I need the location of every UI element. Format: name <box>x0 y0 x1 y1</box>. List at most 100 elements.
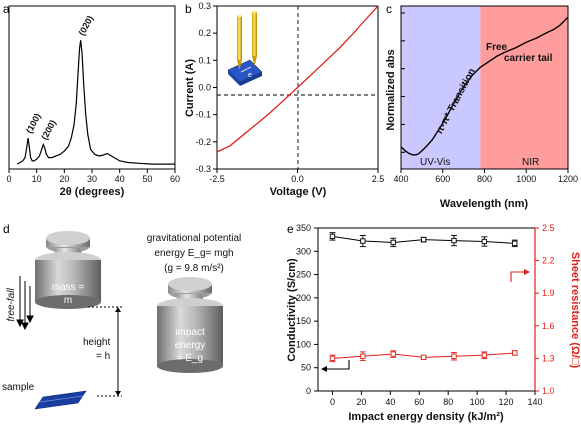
y-axis-label-right-e: Sheet resistance (Ω/□) <box>569 252 581 369</box>
y-ticks-left-e: 0 50 100 150 200 250 300 350 <box>296 223 318 396</box>
x-axis-label-c: Wavelength (nm) <box>440 198 529 210</box>
panel-d: d mass = m free-fall height = h sample g <box>2 222 242 410</box>
y-tick-label-right-e: 2.2 <box>542 256 555 266</box>
data-point <box>360 353 366 359</box>
height-label-line1: height <box>83 337 110 348</box>
x-tick-label-c: 1200 <box>558 174 578 184</box>
data-point <box>329 233 336 240</box>
x-tick-label-a: 10 <box>32 174 42 184</box>
panel-label-d: d <box>3 222 10 236</box>
panel-c: c 400 600 800 1000 1200 Wavelength (nm) Norm… <box>385 2 578 210</box>
impact-label-line3: ≈ E_g <box>177 353 203 364</box>
data-point <box>481 238 488 245</box>
panel-b: b -0.3 -0.2 -0.1 0.0 0.1 0.2 0.3 -2.5 0.0 2.5 Vo… <box>184 1 384 198</box>
x-tick-label-c: 1000 <box>516 174 536 184</box>
height-arrow-down <box>115 391 121 396</box>
fall-arrows <box>16 276 34 331</box>
uv-vis-label: UV-Vis <box>420 157 450 168</box>
svg-text:e: e <box>248 72 252 79</box>
y-tick-label-right-e: 1.3 <box>542 353 555 363</box>
x-ticks-e: 0 20 40 60 80 100 120 140 <box>330 391 543 407</box>
free-carrier-annotation-line2: carrier tail <box>504 53 553 64</box>
data-point <box>360 238 366 244</box>
absorbance-curve <box>400 16 569 156</box>
x-tick-label-b: 2.5 <box>372 174 385 184</box>
impact-weight <box>157 277 223 373</box>
x-tick-label-e: 20 <box>356 397 366 407</box>
xrd-pattern-line <box>16 40 175 165</box>
x-tick-label-e: 120 <box>499 397 514 407</box>
y-tick-label-b: -0.3 <box>195 164 211 174</box>
height-arrow-up <box>115 307 121 312</box>
free-carrier-annotation-line1: Free <box>486 42 508 53</box>
sample-highlight <box>39 395 84 403</box>
data-point <box>390 239 396 246</box>
uv-vis-region <box>401 6 481 169</box>
panel-a: a (100)(200) (020) 0 10 20 30 40 50 60 2θ (degr… <box>3 2 180 198</box>
falling-weight <box>35 231 101 309</box>
panel-label-c: c <box>386 2 392 16</box>
plot-frame-a <box>8 5 176 170</box>
data-point <box>451 237 457 244</box>
x-ticks-c: 400 600 800 1000 1200 <box>393 169 578 184</box>
gpe-text-line1: gravitational potential <box>147 233 242 244</box>
y-axis-label-c: Normalized abs <box>385 49 397 130</box>
data-point <box>329 355 336 362</box>
x-axis-label-b: Voltage (V) <box>270 186 327 198</box>
y-tick-label-b: 0.1 <box>198 55 211 65</box>
y-axis-label-b: Current (A) <box>184 59 196 117</box>
x-tick-label-a: 30 <box>87 174 97 184</box>
y-tick-label-left-e: 150 <box>296 316 311 326</box>
x-tick-label-c: 400 <box>393 174 408 184</box>
y-ticks-c <box>401 12 405 153</box>
x-tick-label-e: 60 <box>414 397 424 407</box>
y-tick-label-left-e: 350 <box>296 223 311 233</box>
y-tick-label-left-e: 300 <box>296 246 311 256</box>
y-tick-label-b: 0.3 <box>198 1 211 11</box>
data-point <box>420 354 427 360</box>
y-tick-label-b: 0.0 <box>198 83 211 93</box>
gpe-text-line3: (g = 9.8 m/s²) <box>164 263 224 274</box>
impact-label-line1: impact <box>175 327 205 338</box>
sample-label: sample <box>2 382 35 393</box>
y-tick-label-right-e: 2.5 <box>542 223 555 233</box>
x-ticks-a: 0 10 20 30 40 50 60 <box>6 169 180 184</box>
y-tick-label-right-e: 1.9 <box>542 288 555 298</box>
y-ticks-right-e: 1.0 1.3 1.6 1.9 2.2 2.5 <box>535 223 555 396</box>
x-tick-label-b: 0.0 <box>291 174 304 184</box>
x-tick-label-e: 0 <box>330 397 335 407</box>
y-axis-label-left-e: Conductivity (S/cm) <box>286 258 298 362</box>
x-tick-label-a: 50 <box>142 174 152 184</box>
y-tick-label-right-e: 1.0 <box>542 386 555 396</box>
x-tick-label-a: 0 <box>6 174 11 184</box>
impact-label-line2: energy <box>175 340 206 351</box>
x-axis-label-e: Impact energy density (kJ/m²) <box>348 411 504 423</box>
y-ticks-b: -0.3 -0.2 -0.1 0.0 0.1 0.2 0.3 <box>195 1 217 174</box>
y-tick-label-left-e: 50 <box>301 363 311 373</box>
x-tick-label-e: 100 <box>470 397 485 407</box>
peak-labels: (100)(200) (020) <box>24 14 95 142</box>
height-label-line2: = h <box>96 351 110 362</box>
left-axis-indicator-head <box>321 366 327 372</box>
peak-label: (100) <box>24 112 43 135</box>
probe-station-illustration: e <box>227 10 263 86</box>
x-tick-label-a: 60 <box>170 174 180 184</box>
y-tick-label-b: 0.2 <box>198 28 211 38</box>
x-tick-label-a: 20 <box>59 174 69 184</box>
nir-region <box>480 6 568 169</box>
data-point <box>420 236 427 243</box>
panel-label-a: a <box>3 2 10 16</box>
y-tick-label-b: -0.2 <box>195 137 211 147</box>
mass-label-line2: m <box>64 295 72 306</box>
x-tick-label-e: 40 <box>385 397 395 407</box>
series-e <box>329 232 518 363</box>
right-axis-indicator-head <box>524 269 530 275</box>
y-tick-label-left-e: 200 <box>296 293 311 303</box>
left-axis-indicator <box>327 360 350 370</box>
data-point <box>512 240 518 247</box>
data-point <box>451 353 457 359</box>
nir-label: NIR <box>522 157 539 168</box>
right-axis-indicator <box>510 271 524 282</box>
